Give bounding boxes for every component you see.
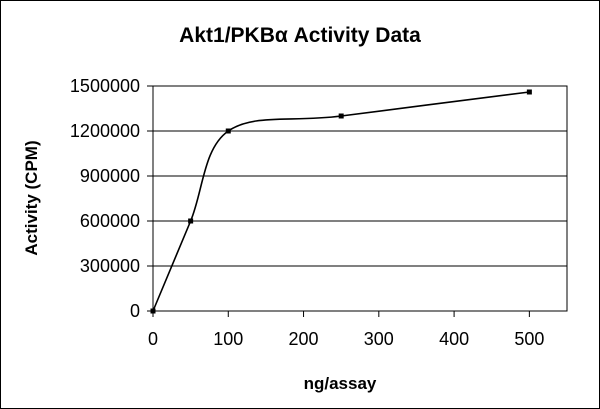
- data-point: [225, 128, 231, 134]
- data-point: [338, 113, 344, 119]
- x-tick-label: 500: [514, 329, 544, 349]
- x-tick-label: 200: [289, 329, 319, 349]
- y-tick-label: 900000: [80, 166, 140, 186]
- axis-ticks: [147, 85, 530, 317]
- y-tick-label: 0: [130, 301, 140, 321]
- x-tick-label: 100: [213, 329, 243, 349]
- gridlines: [153, 85, 567, 312]
- y-tick-label: 1200000: [70, 121, 140, 141]
- data-point: [188, 218, 194, 224]
- series-line: [152, 91, 530, 312]
- chart-title: Akt1/PKBα Activity Data: [179, 24, 421, 47]
- data-point: [526, 89, 532, 95]
- x-tick-label: 0: [148, 329, 158, 349]
- data-point: [150, 308, 156, 314]
- y-axis-label: Activity (CPM): [22, 140, 41, 255]
- y-tick-label: 300000: [80, 256, 140, 276]
- data-markers: [150, 89, 532, 314]
- y-tick-label: 600000: [80, 211, 140, 231]
- y-tick-label: 1500000: [70, 76, 140, 96]
- x-tick-label: 400: [439, 329, 469, 349]
- tick-labels: 0 300000 600000 900000 1200000 1500000 0 100 200…: [70, 76, 544, 349]
- plot-area: [152, 85, 568, 312]
- x-tick-label: 300: [364, 329, 394, 349]
- x-axis-label: ng/assay: [304, 374, 377, 393]
